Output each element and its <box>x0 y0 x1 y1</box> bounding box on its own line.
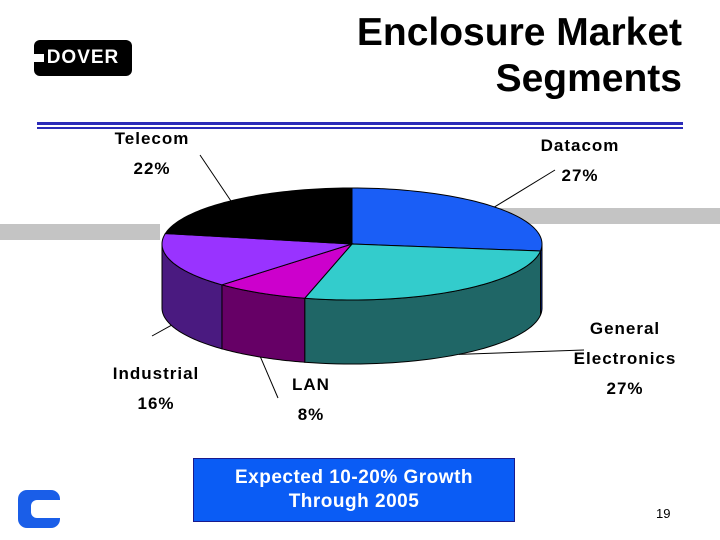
label-lan: LAN 8% <box>278 370 344 430</box>
callout-line-1: Expected 10-20% Growth <box>234 467 474 488</box>
slide-title: Enclosure Market Segments <box>357 10 682 102</box>
label-industrial: Industrial 16% <box>104 359 208 419</box>
dover-logo: DOVER <box>34 40 132 76</box>
label-general-electronics: General Electronics 27% <box>566 314 684 404</box>
label-telecom-pct: 22% <box>133 159 171 178</box>
leader-general-electronics <box>458 349 585 355</box>
title-rule-top <box>37 122 683 125</box>
label-general-name-2: Electronics <box>573 349 677 368</box>
label-general-name-1: General <box>589 319 661 338</box>
title-line-2: Segments <box>495 57 682 100</box>
pie-slice-industrial <box>161 232 353 286</box>
label-datacom: Datacom 27% <box>532 131 628 191</box>
logo-notch <box>34 54 44 62</box>
pie-sides <box>161 243 543 365</box>
label-lan-name: LAN <box>292 375 330 394</box>
title-rule-bottom <box>37 127 683 129</box>
growth-callout: Expected 10-20% Growth Through 2005 <box>193 458 515 522</box>
page-number: 19 <box>656 506 671 521</box>
gray-bar-left <box>0 224 160 240</box>
leader-lan <box>260 356 279 399</box>
logo-text: DOVER <box>46 47 120 68</box>
leader-lines <box>151 154 585 399</box>
pie-slice-datacom <box>351 187 543 252</box>
label-datacom-name: Datacom <box>540 136 620 155</box>
company-mark-cutout <box>31 500 65 518</box>
gray-bar-right <box>500 208 720 224</box>
leader-telecom <box>199 154 232 202</box>
label-telecom-name: Telecom <box>114 129 190 148</box>
title-line-1: Enclosure Market <box>356 11 682 54</box>
pie-tops <box>161 187 543 301</box>
leader-datacom <box>494 169 556 208</box>
pie-slice-general-electronics <box>303 243 542 301</box>
label-lan-pct: 8% <box>297 405 325 424</box>
label-datacom-pct: 27% <box>561 166 599 185</box>
label-general-pct: 27% <box>606 379 644 398</box>
label-industrial-pct: 16% <box>137 394 175 413</box>
label-industrial-name: Industrial <box>112 364 200 383</box>
callout-line-2: Through 2005 <box>288 491 420 512</box>
pie-slice-lan <box>220 242 354 299</box>
leader-industrial <box>151 324 172 337</box>
label-telecom: Telecom 22% <box>104 124 200 184</box>
